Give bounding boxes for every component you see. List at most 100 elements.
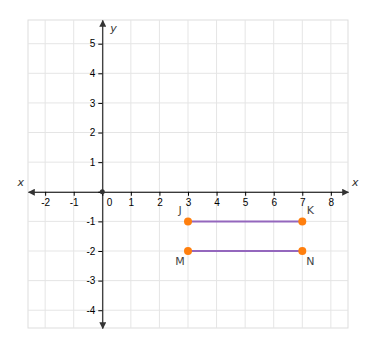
grid-line (28, 102, 348, 103)
y-tick-label: -4 (86, 305, 95, 316)
x-tick: -1 (70, 192, 79, 208)
x-tick: 8 (329, 192, 335, 208)
x-tick-label: -1 (70, 197, 79, 208)
x-tick: 2 (157, 192, 163, 208)
x-tick-mark (274, 192, 275, 196)
x-tick-label: 1 (129, 197, 135, 208)
x-tick-label: 6 (271, 197, 277, 208)
y-axis-title: y (109, 22, 117, 35)
x-tick-label: 0 (107, 197, 113, 208)
grid-line (102, 20, 103, 328)
y-tick: -1 (86, 216, 102, 227)
x-tick: 0 (103, 192, 113, 208)
y-tick-label: -1 (86, 216, 95, 227)
grid-line (28, 73, 348, 74)
x-tick-label: 8 (329, 197, 335, 208)
x-tick: 1 (129, 192, 135, 208)
y-axis-line (102, 21, 103, 329)
grid-line (45, 20, 46, 328)
segment (188, 220, 302, 222)
y-tick-mark (98, 251, 102, 252)
y-tick: 1 (90, 157, 103, 168)
axis-titles: x x y (16, 22, 359, 189)
point (184, 247, 192, 255)
x-axis: -2 -1 0 1 2 3 4 5 6 7 8 (29, 192, 349, 208)
grid-line (28, 162, 348, 163)
x-tick-mark (188, 192, 189, 196)
marks (184, 217, 306, 255)
grid-line (73, 20, 74, 328)
grid-line (216, 20, 217, 328)
grid-line (245, 20, 246, 328)
point (298, 247, 306, 255)
grid-line (28, 280, 348, 281)
point-labels: JKMN (175, 204, 314, 268)
grid-line (28, 132, 348, 133)
y-tick-label: -3 (86, 275, 95, 286)
point-label: N (306, 255, 314, 268)
x-tick: 7 (300, 192, 306, 208)
y-tick-mark (98, 310, 102, 311)
x-tick-mark (245, 192, 246, 196)
y-tick: -4 (86, 305, 102, 316)
y-tick-label: 3 (90, 98, 96, 109)
point-label: M (175, 255, 185, 268)
y-tick-label: 1 (90, 157, 96, 168)
y-tick-mark (98, 162, 102, 163)
x-tick: 4 (214, 192, 220, 208)
y-tick-label: -2 (86, 246, 95, 257)
x-tick-label: 4 (214, 197, 220, 208)
x-tick-mark (159, 192, 160, 196)
x-tick-label: 7 (300, 197, 306, 208)
x-tick-mark (131, 192, 132, 196)
grid-line (330, 20, 331, 328)
y-tick-mark (98, 221, 102, 222)
x-axis-title: x (351, 176, 359, 189)
grid-line (159, 20, 160, 328)
grid-line (28, 43, 348, 44)
grid-line (188, 20, 189, 328)
y-tick: 5 (90, 38, 103, 49)
x-tick-mark (217, 192, 218, 196)
segment (188, 250, 302, 252)
point (184, 217, 192, 225)
x-tick: 6 (271, 192, 277, 208)
y-tick-mark (98, 133, 102, 134)
grid-line (302, 20, 303, 328)
y-tick-label: 2 (90, 127, 96, 138)
x-tick: 5 (243, 192, 249, 208)
x-tick-label: 5 (243, 197, 249, 208)
y-tick-mark (98, 103, 102, 104)
y-tick-mark (98, 44, 102, 45)
grid-line (130, 20, 131, 328)
y-tick-label: 4 (90, 68, 96, 79)
x-tick: -2 (41, 192, 50, 208)
x-tick-label: -2 (41, 197, 50, 208)
chart: -2-1012345678-4-3-2-112345xxyJKMN (0, 0, 370, 350)
plot: -2-1012345678-4-3-2-112345xxyJKMN (16, 20, 359, 329)
x-tick-mark (74, 192, 75, 196)
x-tick-mark (45, 192, 46, 196)
origin-dot (100, 189, 105, 194)
x-tick-label: 3 (186, 197, 192, 208)
y-tick: 2 (90, 127, 103, 138)
grid-line (273, 20, 274, 328)
y-tick-mark (98, 73, 102, 74)
grid-line (28, 310, 348, 311)
y-tick: 3 (90, 98, 103, 109)
x-tick-mark (302, 192, 303, 196)
plot-frame (28, 20, 348, 328)
y-tick-label: 5 (90, 38, 96, 49)
y-tick: -2 (86, 246, 102, 257)
x-axis-title: x (16, 176, 24, 189)
point-label: J (177, 204, 181, 217)
x-tick: 3 (186, 192, 192, 208)
x-tick-mark (331, 192, 332, 196)
x-tick-label: 2 (157, 197, 163, 208)
y-axis: -4 -3 -2 -1 1 2 3 4 5 (86, 21, 102, 329)
y-tick-mark (98, 281, 102, 282)
grid (28, 20, 348, 328)
y-tick: -3 (86, 275, 102, 286)
point (298, 217, 306, 225)
y-tick: 4 (90, 68, 103, 79)
